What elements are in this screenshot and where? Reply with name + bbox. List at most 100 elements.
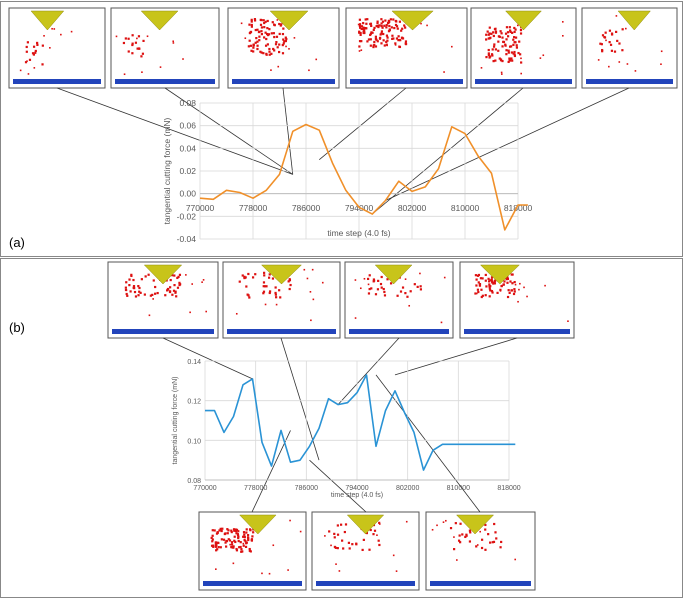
- atom: [280, 23, 283, 26]
- atom: [214, 545, 218, 548]
- md-snapshot: [470, 7, 577, 89]
- atom: [177, 275, 180, 278]
- atom: [237, 539, 240, 543]
- atom: [176, 286, 180, 289]
- atom: [274, 286, 277, 289]
- atom: [343, 530, 346, 534]
- atom: [479, 277, 483, 280]
- atom: [254, 41, 257, 44]
- atom: [281, 52, 285, 55]
- atom: [230, 541, 234, 544]
- atom: [362, 31, 365, 35]
- atom: [520, 57, 522, 60]
- atom: [539, 57, 542, 59]
- atom: [443, 276, 446, 279]
- atom: [268, 50, 271, 53]
- atom: [492, 31, 495, 34]
- atom: [475, 284, 478, 287]
- atom: [496, 291, 499, 294]
- atom: [469, 531, 472, 534]
- atom: [367, 38, 371, 41]
- atom: [513, 288, 516, 291]
- atom: [268, 28, 271, 31]
- atom: [481, 277, 484, 280]
- atom: [491, 291, 494, 294]
- atom: [344, 523, 348, 526]
- atom: [245, 542, 248, 545]
- atom: [459, 522, 462, 525]
- atom: [266, 19, 269, 23]
- atom: [369, 33, 372, 37]
- atom: [358, 30, 361, 33]
- atom: [500, 540, 503, 544]
- atom: [275, 303, 278, 306]
- atom: [256, 44, 259, 47]
- atom: [306, 277, 309, 280]
- atom: [485, 38, 488, 41]
- atom: [134, 295, 138, 298]
- atom: [618, 61, 621, 63]
- atom: [562, 34, 564, 37]
- atom: [266, 33, 270, 37]
- atom: [32, 45, 36, 48]
- md-snapshot: [8, 7, 106, 89]
- atom: [376, 40, 379, 43]
- atom: [232, 562, 235, 565]
- atom: [241, 274, 244, 277]
- atom: [365, 531, 369, 535]
- atom: [487, 280, 491, 283]
- atom: [49, 47, 51, 49]
- atom: [514, 283, 517, 286]
- connector-line: [375, 374, 481, 513]
- atom: [43, 35, 45, 37]
- atom: [246, 534, 250, 537]
- atom: [171, 293, 174, 296]
- atom: [456, 559, 458, 561]
- atom: [232, 528, 236, 531]
- atom: [382, 39, 385, 42]
- atom: [264, 44, 268, 47]
- atom: [365, 22, 368, 25]
- atom: [506, 295, 510, 299]
- atom: [228, 539, 232, 542]
- atom: [260, 26, 264, 29]
- atom: [233, 539, 236, 542]
- atom: [487, 52, 490, 55]
- atom: [248, 528, 252, 531]
- atom: [461, 533, 464, 536]
- atom: [239, 541, 242, 544]
- atom: [217, 546, 220, 549]
- atom: [243, 536, 246, 539]
- x-tick-label: 802000: [396, 485, 419, 492]
- y-tick-label: 0.10: [187, 438, 201, 445]
- atom: [511, 59, 514, 62]
- atom: [137, 47, 141, 50]
- atom: [474, 274, 478, 277]
- atom: [660, 63, 662, 66]
- atom: [237, 530, 240, 533]
- atom: [480, 67, 483, 69]
- atom: [518, 288, 520, 291]
- atom: [233, 535, 236, 538]
- atom: [250, 25, 253, 28]
- atom: [359, 287, 362, 290]
- atom: [167, 288, 170, 291]
- atom: [474, 292, 477, 295]
- atom: [494, 27, 497, 30]
- atom: [355, 542, 358, 545]
- atom: [379, 33, 382, 36]
- atom: [484, 273, 487, 277]
- atom: [621, 28, 624, 31]
- atom: [491, 541, 494, 544]
- atom: [489, 36, 492, 39]
- atom: [510, 57, 513, 60]
- atom: [484, 548, 487, 551]
- atom: [260, 33, 263, 36]
- atom: [494, 59, 497, 62]
- atom: [369, 22, 373, 25]
- series-line: [205, 374, 516, 471]
- x-tick-label: 770000: [193, 485, 216, 492]
- atom: [125, 281, 128, 284]
- x-tick-label: 802000: [398, 203, 427, 213]
